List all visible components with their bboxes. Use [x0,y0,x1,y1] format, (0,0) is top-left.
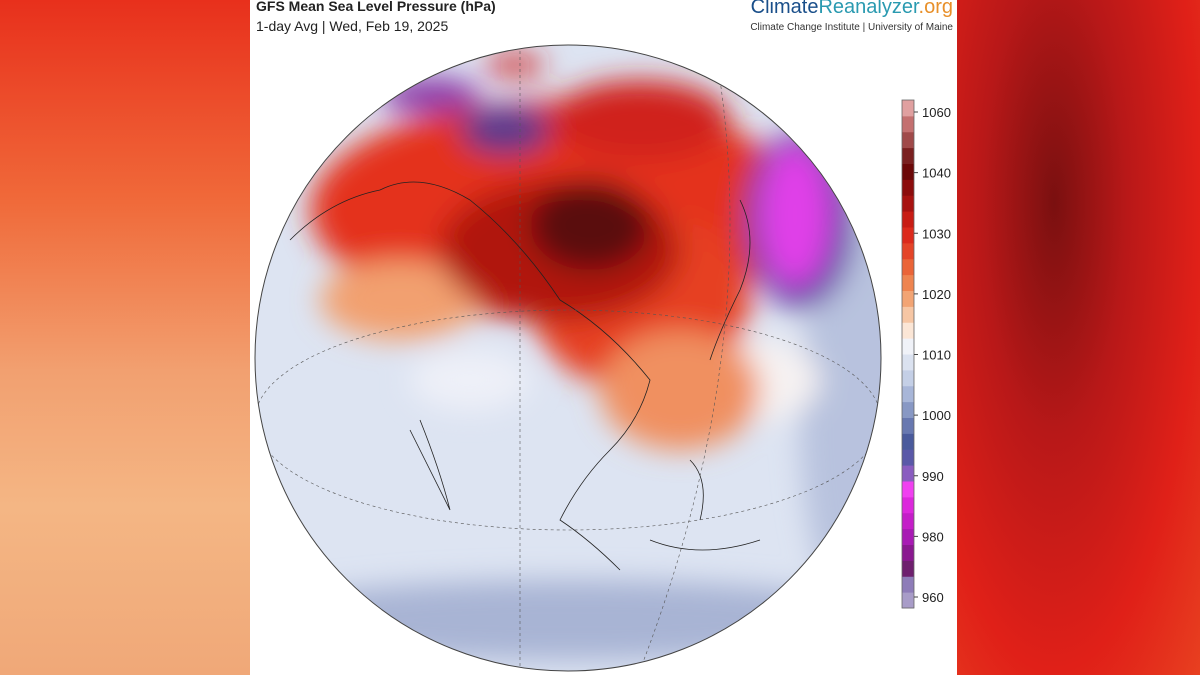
colorbar-band [902,592,914,609]
colorbar-band [902,163,914,180]
colorbar-band [902,481,914,498]
colorbar-band [902,417,914,434]
colorbar-label: 1040 [922,166,951,181]
subtitle: 1-day Avg | Wed, Feb 19, 2025 [256,18,449,34]
title: GFS Mean Sea Level Pressure (hPa) [256,0,496,14]
colorbar-band [902,274,914,291]
colorbar-band [902,227,914,244]
colorbar-band [902,560,914,577]
blurred-background [0,0,250,675]
logo-part: .org [918,0,953,18]
colorbar-band [902,449,914,466]
colorbar-band [902,369,914,387]
colorbar-band [902,465,914,482]
colorbar: 960 980 990 1000 1010 1020 1030 1040 1060 [901,99,951,609]
colorbar-band [902,100,914,117]
colorbar-label: 1030 [922,226,951,241]
globe [255,45,881,671]
colorbar-label: 1000 [922,408,951,423]
logo-part: Reanalyzer [818,0,919,18]
colorbar-band [902,258,914,276]
logo: ClimateReanalyzer.org [751,0,953,19]
colorbar-band [902,211,914,228]
credit: Climate Change Institute | University of… [750,22,953,33]
colorbar-band [902,306,914,323]
colorbar-band [902,385,914,403]
colorbar-label: 960 [922,590,944,605]
colorbar-band [902,131,914,149]
colorbar-band [902,496,914,514]
colorbar-band [902,528,914,545]
blurred-background [957,0,1200,675]
colorbar-label: 990 [922,469,944,484]
colorbar-band [902,322,914,339]
colorbar-band [902,544,914,561]
colorbar-band [902,433,914,450]
colorbar-band [902,338,914,355]
colorbar-label: 1060 [922,105,951,120]
colorbar-band [902,512,914,530]
colorbar-label: 980 [922,529,944,544]
colorbar-band [902,147,914,164]
colorbar-band [902,290,914,307]
colorbar-band [902,576,914,593]
colorbar-band [902,401,914,418]
colorbar-band [902,354,914,371]
colorbar-label: 1010 [922,348,951,363]
colorbar-band [902,179,914,196]
colorbar-band [902,115,914,133]
colorbar-label: 1020 [922,287,951,302]
logo-part: Climate [750,0,819,18]
colorbar-band [902,242,914,260]
colorbar-band [902,195,914,212]
